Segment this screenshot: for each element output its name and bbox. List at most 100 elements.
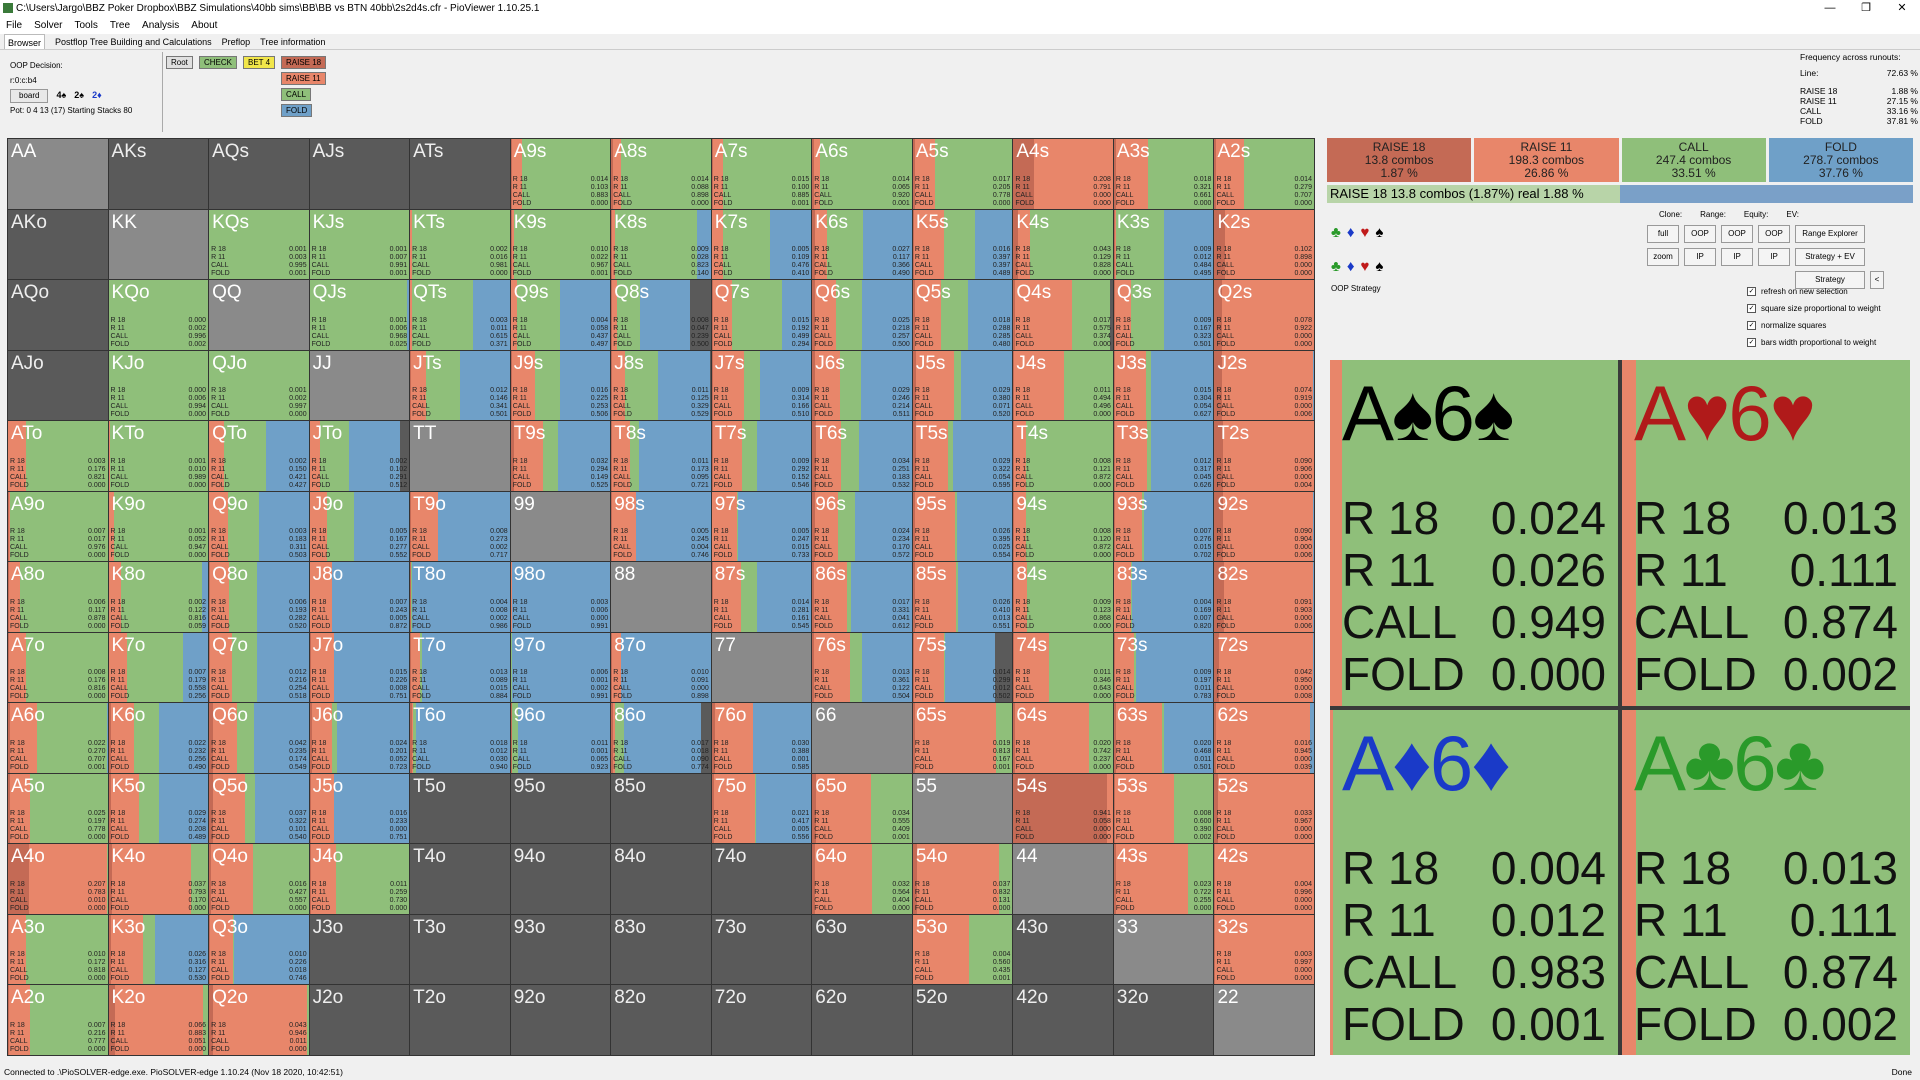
diamond-icon[interactable]: ♦: [1346, 224, 1355, 241]
option-row[interactable]: ✓ bars width proportional to weight: [1747, 334, 1881, 351]
hand-cell-K8s[interactable]: R 18 0.009 R 11 0.028 CALL 0.823 FOLD 0.140 K8s: [611, 209, 711, 280]
spade-icon[interactable]: ♠: [1375, 224, 1384, 241]
tab-preflop[interactable]: Preflop: [221, 37, 251, 47]
hand-cell-A4s[interactable]: R 18 0.208 R 11 0.791 CALL 0.000 FOLD 0.000 A4s: [1013, 139, 1113, 209]
maximize-button[interactable]: ❐: [1861, 2, 1871, 14]
hand-cell-73s[interactable]: R 18 0.009 R 11 0.197 CALL 0.011 FOLD 0.783 73s: [1113, 632, 1214, 703]
hand-cell-94s[interactable]: R 18 0.008 R 11 0.120 CALL 0.872 FOLD 0.000 94s: [1013, 491, 1113, 562]
hand-cell-66[interactable]: 66: [812, 703, 912, 773]
hand-cell-87o[interactable]: R 18 0.010 R 11 0.091 CALL 0.000 FOLD 0.898 87o: [611, 632, 711, 703]
hand-cell-96s[interactable]: R 18 0.024 R 11 0.234 CALL 0.170 FOLD 0.572 96s: [812, 491, 912, 562]
hand-cell-55[interactable]: 55: [912, 773, 1013, 844]
combo-raise18[interactable]: RAISE 18 13.8 combos 1.87 %: [1327, 138, 1472, 182]
hand-cell-Q7o[interactable]: R 18 0.012 R 11 0.216 CALL 0.254 FOLD 0.518 Q7o: [209, 632, 309, 703]
minimize-button[interactable]: —: [1824, 2, 1836, 14]
hand-cell-32o[interactable]: 32o: [1113, 985, 1214, 1055]
hand-cell-53o[interactable]: R 18 0.004 R 11 0.560 CALL 0.435 FOLD 0.001 53o: [912, 914, 1013, 985]
tab-browser[interactable]: Browser: [4, 34, 46, 49]
collapse-button[interactable]: <: [1870, 271, 1884, 289]
hand-cell-A7o[interactable]: R 18 0.008 R 11 0.176 CALL 0.816 FOLD 0.000 A7o: [8, 632, 108, 703]
hand-cell-95o[interactable]: 95o: [510, 773, 611, 844]
tab-tree-information[interactable]: Tree information: [260, 37, 326, 47]
hand-cell-T2s[interactable]: R 18 0.090 R 11 0.906 CALL 0.000 FOLD 0.004 T2s: [1214, 421, 1314, 491]
combo-raise11[interactable]: RAISE 11 198.3 combos 26.86 %: [1474, 138, 1619, 182]
hand-cell-A2s[interactable]: R 18 0.014 R 11 0.279 CALL 0.707 FOLD 0.000 A2s: [1214, 139, 1314, 209]
hand-cell-KTo[interactable]: R 18 0.001 R 11 0.010 CALL 0.989 FOLD 0.000 KTo: [108, 421, 209, 491]
ev-ip-button[interactable]: IP: [1758, 248, 1790, 266]
hand-cell-J7s[interactable]: R 18 0.009 R 11 0.314 CALL 0.166 FOLD 0.510 J7s: [711, 350, 812, 421]
hand-cell-63s[interactable]: R 18 0.020 R 11 0.468 CALL 0.011 FOLD 0.501 63s: [1113, 703, 1214, 773]
hand-cell-97o[interactable]: R 18 0.006 R 11 0.001 CALL 0.002 FOLD 0.991 97o: [510, 632, 611, 703]
hand-cell-82s[interactable]: R 18 0.091 R 11 0.903 CALL 0.000 FOLD 0.006 82s: [1214, 562, 1314, 632]
hand-cell-K6s[interactable]: R 18 0.027 R 11 0.117 CALL 0.366 FOLD 0.490 K6s: [812, 209, 912, 280]
hand-cell-AKo[interactable]: AKo: [8, 209, 108, 280]
hand-cell-75o[interactable]: R 18 0.021 R 11 0.417 CALL 0.005 FOLD 0.556 75o: [711, 773, 812, 844]
hand-cell-K9o[interactable]: R 18 0.001 R 11 0.052 CALL 0.947 FOLD 0.000 K9o: [108, 491, 209, 562]
tree-node-check[interactable]: CHECK: [199, 56, 238, 69]
close-button[interactable]: ✕: [1897, 2, 1907, 14]
hand-cell-Q8o[interactable]: R 18 0.006 R 11 0.193 CALL 0.282 FOLD 0.520 Q8o: [209, 562, 309, 632]
combo-fold[interactable]: FOLD 278.7 combos 37.76 %: [1768, 138, 1913, 182]
hand-cell-J4s[interactable]: R 18 0.011 R 11 0.494 CALL 0.496 FOLD 0.000 J4s: [1013, 350, 1113, 421]
hand-cell-84o[interactable]: 84o: [611, 844, 711, 914]
range-ip-button[interactable]: IP: [1684, 248, 1716, 266]
hand-cell-TT[interactable]: TT: [410, 421, 510, 491]
hand-cell-83o[interactable]: 83o: [611, 914, 711, 985]
hand-cell-Q7s[interactable]: R 18 0.015 R 11 0.192 CALL 0.499 FOLD 0.294 Q7s: [711, 280, 812, 350]
hand-cell-JTs[interactable]: R 18 0.012 R 11 0.146 CALL 0.341 FOLD 0.501 JTs: [410, 350, 510, 421]
strategy-button[interactable]: Strategy: [1795, 271, 1865, 289]
checkbox-checked-icon[interactable]: ✓: [1747, 287, 1756, 296]
hand-cell-JJ[interactable]: JJ: [309, 350, 410, 421]
hand-cell-87s[interactable]: R 18 0.014 R 11 0.281 CALL 0.161 FOLD 0.545 87s: [711, 562, 812, 632]
hand-cell-85s[interactable]: R 18 0.026 R 11 0.410 CALL 0.013 FOLD 0.551 85s: [912, 562, 1013, 632]
hand-cell-Q4o[interactable]: R 18 0.016 R 11 0.427 CALL 0.557 FOLD 0.000 Q4o: [209, 844, 309, 914]
hand-cell-62o[interactable]: 62o: [812, 985, 912, 1055]
hand-cell-74o[interactable]: 74o: [711, 844, 812, 914]
hand-cell-QJo[interactable]: R 18 0.001 R 11 0.002 CALL 0.997 FOLD 0.000 QJo: [209, 350, 309, 421]
hand-cell-J9o[interactable]: R 18 0.005 R 11 0.167 CALL 0.277 FOLD 0.552 J9o: [309, 491, 410, 562]
combo-detail-diamonds[interactable]: A♦6♦ R 18 0.004 R 11 0.012 CALL 0.983 FOLD 0…: [1330, 709, 1618, 1055]
tree-node-fold[interactable]: FOLD: [281, 104, 313, 117]
hand-cell-QJs[interactable]: R 18 0.001 R 11 0.006 CALL 0.968 FOLD 0.025 QJs: [309, 280, 410, 350]
menu-tree[interactable]: Tree: [109, 20, 131, 31]
option-row[interactable]: ✓ square size proportional to weight: [1747, 300, 1881, 317]
hand-cell-J3o[interactable]: J3o: [309, 914, 410, 985]
hand-cell-22[interactable]: 22: [1214, 985, 1314, 1055]
hand-cell-92o[interactable]: 92o: [510, 985, 611, 1055]
hand-cell-A5s[interactable]: R 18 0.017 R 11 0.205 CALL 0.778 FOLD 0.000 A5s: [912, 139, 1013, 209]
hand-cell-QTs[interactable]: R 18 0.003 R 11 0.011 CALL 0.615 FOLD 0.371 QTs: [410, 280, 510, 350]
hand-cell-88[interactable]: 88: [611, 562, 711, 632]
hand-cell-74s[interactable]: R 18 0.011 R 11 0.346 CALL 0.643 FOLD 0.000 74s: [1013, 632, 1113, 703]
hand-cell-ATo[interactable]: R 18 0.003 R 11 0.176 CALL 0.821 FOLD 0.000 ATo: [8, 421, 108, 491]
hand-cell-54o[interactable]: R 18 0.037 R 11 0.832 CALL 0.131 FOLD 0.000 54o: [912, 844, 1013, 914]
hand-cell-Q5o[interactable]: R 18 0.037 R 11 0.322 CALL 0.101 FOLD 0.540 Q5o: [209, 773, 309, 844]
hand-cell-33[interactable]: 33: [1113, 914, 1214, 985]
hand-cell-96o[interactable]: R 18 0.011 R 11 0.001 CALL 0.065 FOLD 0.923 96o: [510, 703, 611, 773]
hand-cell-QQ[interactable]: QQ: [209, 280, 309, 350]
hand-cell-64s[interactable]: R 18 0.020 R 11 0.742 CALL 0.237 FOLD 0.000 64s: [1013, 703, 1113, 773]
hand-cell-AKs[interactable]: AKs: [108, 139, 209, 209]
hand-cell-K4o[interactable]: R 18 0.037 R 11 0.793 CALL 0.170 FOLD 0.000 K4o: [108, 844, 209, 914]
menu-tools[interactable]: Tools: [74, 20, 98, 31]
hand-cell-Q2o[interactable]: R 18 0.043 R 11 0.946 CALL 0.011 FOLD 0.000 Q2o: [209, 985, 309, 1055]
hand-cell-52o[interactable]: 52o: [912, 985, 1013, 1055]
hand-cell-T5o[interactable]: T5o: [410, 773, 510, 844]
option-row[interactable]: ✓ refresh on new selection: [1747, 283, 1881, 300]
checkbox-checked-icon[interactable]: ✓: [1747, 338, 1756, 347]
hand-cell-T6s[interactable]: R 18 0.034 R 11 0.251 CALL 0.183 FOLD 0.532 T6s: [812, 421, 912, 491]
hand-cell-A6o[interactable]: R 18 0.022 R 11 0.270 CALL 0.707 FOLD 0.001 A6o: [8, 703, 108, 773]
menu-about[interactable]: About: [191, 20, 218, 31]
hand-cell-73o[interactable]: 73o: [711, 914, 812, 985]
hand-cell-63o[interactable]: 63o: [812, 914, 912, 985]
hand-cell-J6s[interactable]: R 18 0.029 R 11 0.246 CALL 0.214 FOLD 0.511 J6s: [812, 350, 912, 421]
hand-cell-J4o[interactable]: R 18 0.011 R 11 0.259 CALL 0.730 FOLD 0.000 J4o: [309, 844, 410, 914]
hand-cell-J2s[interactable]: R 18 0.074 R 11 0.919 CALL 0.000 FOLD 0.006 J2s: [1214, 350, 1314, 421]
hand-cell-K8o[interactable]: R 18 0.002 R 11 0.122 CALL 0.816 FOLD 0.059 K8o: [108, 562, 209, 632]
hand-cell-KQo[interactable]: R 18 0.000 R 11 0.002 CALL 0.996 FOLD 0.002 KQo: [108, 280, 209, 350]
hand-cell-JTo[interactable]: R 18 0.002 R 11 0.102 CALL 0.291 FOLD 0.512 JTo: [309, 421, 410, 491]
hand-cell-84s[interactable]: R 18 0.009 R 11 0.123 CALL 0.868 FOLD 0.000 84s: [1013, 562, 1113, 632]
hand-cell-AJo[interactable]: AJo: [8, 350, 108, 421]
hand-cell-AJs[interactable]: AJs: [309, 139, 410, 209]
hand-cell-T5s[interactable]: R 18 0.029 R 11 0.322 CALL 0.054 FOLD 0.595 T5s: [912, 421, 1013, 491]
hand-cell-T9o[interactable]: R 18 0.008 R 11 0.273 CALL 0.002 FOLD 0.717 T9o: [410, 491, 510, 562]
